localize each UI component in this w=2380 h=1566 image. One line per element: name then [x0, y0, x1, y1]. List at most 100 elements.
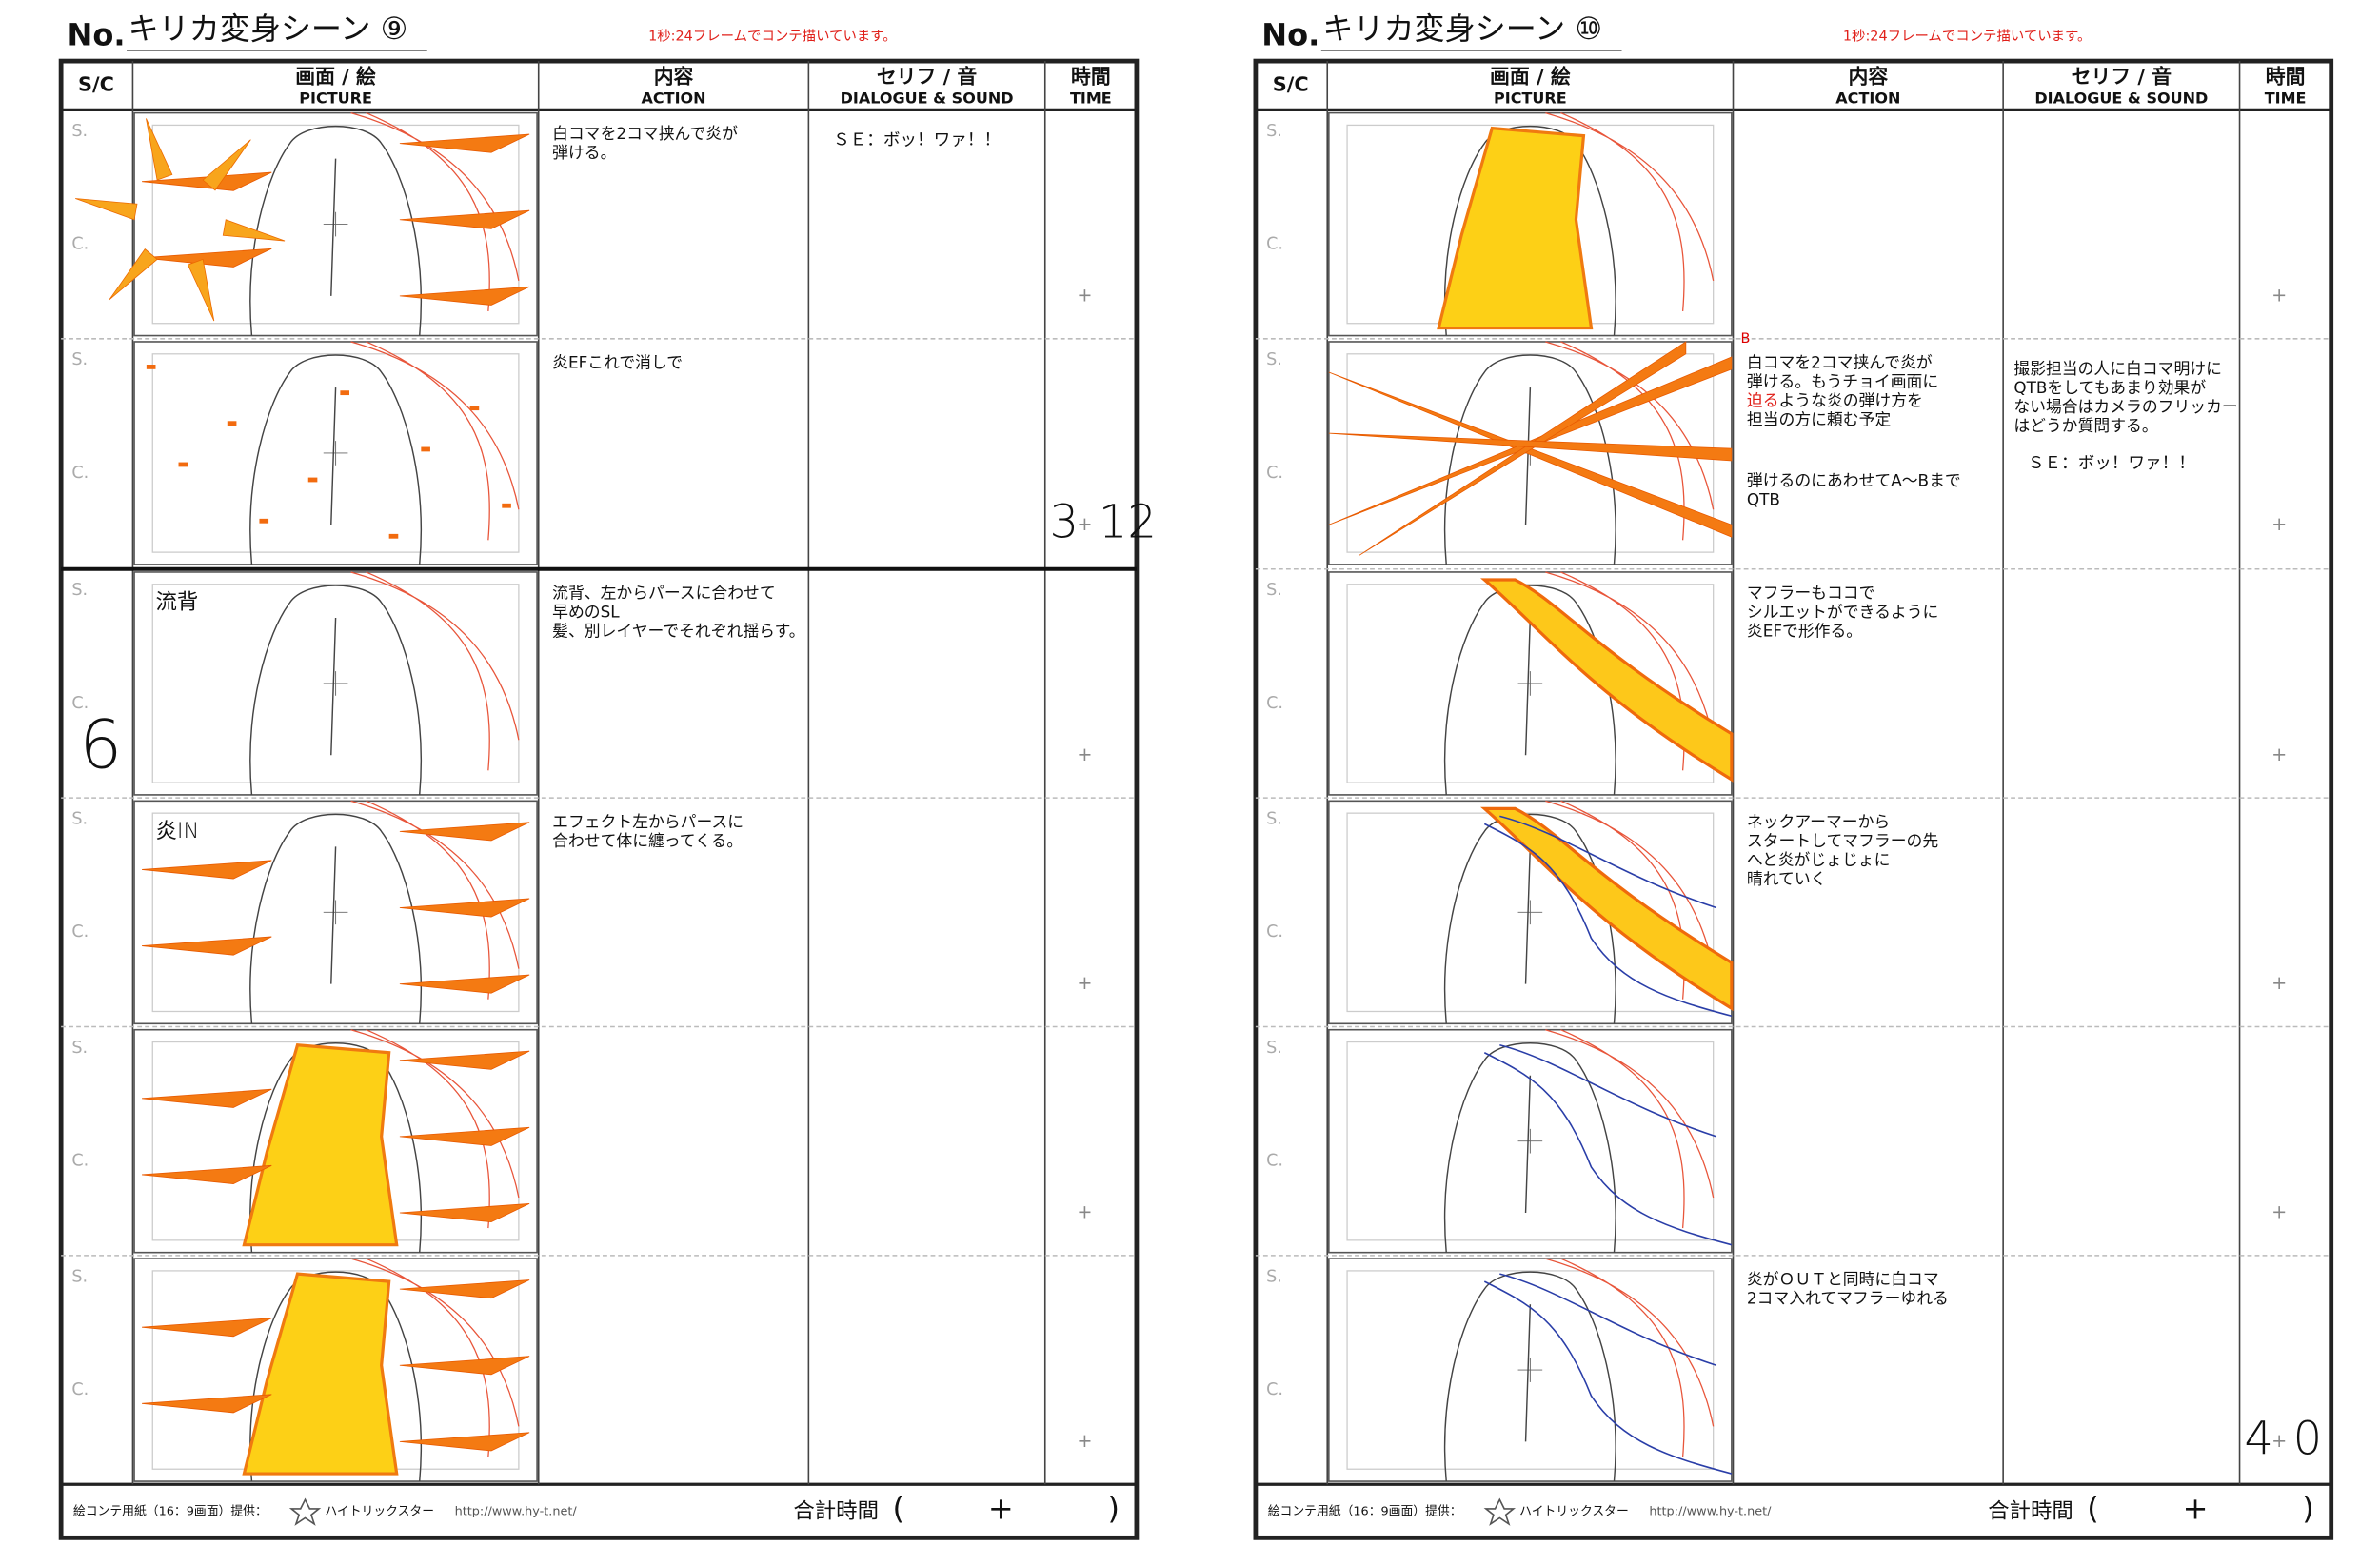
scene-label: S.	[1266, 350, 1282, 369]
dialogue-text: ＳＥ：ボッ！ワァ！！	[2028, 454, 2195, 473]
sheet-number: No.	[1261, 16, 1319, 52]
action-text: 晴れていく	[1747, 869, 1827, 888]
flame-streak	[399, 898, 530, 918]
flame-streak	[399, 209, 530, 229]
header-action-ja: 内容	[654, 66, 694, 89]
header-action-en: ACTION	[1835, 89, 1900, 108]
flame-fill	[242, 1272, 399, 1476]
sheet-border	[1253, 58, 2334, 1540]
flame-streak	[142, 248, 272, 268]
hair-lines	[1545, 111, 1715, 311]
flame-streak	[399, 1126, 530, 1146]
flame-burst	[202, 139, 251, 191]
hair-lines	[350, 1029, 520, 1229]
flame-streak	[399, 1356, 530, 1376]
flame-spark	[388, 533, 399, 539]
figure-sketch	[249, 354, 423, 565]
flame-spark	[307, 477, 318, 483]
action-text: 弾ける。	[552, 143, 616, 162]
action-text: スタートしてマフラーの先	[1747, 831, 1938, 850]
handwritten-seconds: 4	[2244, 1412, 2273, 1465]
time-plus: +	[1077, 1430, 1092, 1452]
flame-burst	[222, 219, 286, 242]
cut-label: C.	[1266, 1380, 1283, 1399]
time-plus: +	[2271, 284, 2287, 306]
action-text: 早めのSL	[552, 602, 620, 621]
flame-streak	[142, 1088, 272, 1108]
header-picture-ja: 画面 / 絵	[1490, 66, 1571, 89]
total-close: )	[1107, 1491, 1120, 1527]
cut-label: C.	[71, 1380, 89, 1399]
flame-streak	[142, 1394, 272, 1414]
flame-ribbon	[1480, 578, 1734, 783]
action-text-part: 迫る	[1747, 390, 1779, 409]
cut-label: C.	[1266, 694, 1283, 713]
scene-title: キリカ変身シーン ⑨	[129, 10, 408, 47]
action-text: マフラーもココで	[1747, 583, 1875, 602]
header-action-en: ACTION	[642, 89, 706, 108]
dialogue-text: はどうか質問する。	[2013, 416, 2157, 435]
time-plus: +	[2271, 972, 2287, 994]
action-text: 白コマを2コマ挟んで炎が	[1747, 352, 1933, 371]
time-plus: +	[1077, 743, 1092, 765]
scene-label: S.	[1266, 122, 1282, 141]
flame-slash	[1359, 341, 1687, 556]
total-time-label: 合計時間	[1988, 1499, 2073, 1524]
frame-rate-note: 1秒:24フレームでコンテ描いています。	[1843, 28, 2092, 44]
frame-rate-note: 1秒:24フレームでコンテ描いています。	[648, 28, 897, 44]
handwritten-frames: 0	[2293, 1412, 2323, 1465]
action-text: ネックアーマーから	[1747, 812, 1890, 831]
action-text: エフェクト左からパースに	[552, 812, 744, 831]
flame-spark	[502, 503, 511, 508]
flame-streak	[399, 1202, 530, 1223]
flame-streak	[142, 860, 272, 880]
handwritten-frames: 12	[1099, 495, 1157, 548]
figure-sketch	[249, 813, 423, 1024]
time-plus: +	[1077, 1201, 1092, 1223]
time-plus: +	[2271, 513, 2287, 535]
flame-slash	[1328, 432, 1733, 462]
footer-brand: ハイトリックスター	[1519, 1505, 1629, 1519]
header-picture-en: PICTURE	[1494, 89, 1567, 108]
cut-label: C.	[71, 922, 89, 942]
flame-spark	[146, 365, 156, 369]
safe-frame	[151, 584, 520, 783]
flame-streak	[399, 1279, 530, 1299]
total-plus: +	[988, 1491, 1014, 1527]
flame-streak	[399, 822, 530, 842]
header-dialogue-ja: セリフ / 音	[877, 66, 978, 89]
figure-sketch	[1443, 1271, 1616, 1482]
cut-label: C.	[71, 234, 89, 253]
flame-streak	[142, 1318, 272, 1338]
header-picture-ja: 画面 / 絵	[295, 66, 376, 89]
action-text: 炎EFこれで消しで	[552, 352, 683, 371]
safe-frame	[1346, 584, 1715, 783]
total-open: (	[893, 1491, 905, 1527]
cut-label: C.	[1266, 464, 1283, 483]
sheet-number: No.	[68, 16, 126, 52]
picture-annotation: 流背	[155, 590, 198, 615]
header-time-ja: 時間	[1071, 66, 1111, 89]
time-plus: +	[2271, 743, 2287, 765]
header-dialogue-ja: セリフ / 音	[2072, 66, 2172, 89]
footer-brand: ハイトリックスター	[325, 1505, 434, 1519]
flame-streak	[399, 1050, 530, 1070]
figure-sketch	[249, 585, 423, 795]
flame-burst	[109, 248, 158, 301]
picture-annotation: B	[1741, 331, 1751, 347]
flame-spark	[421, 446, 430, 452]
flame-streak	[142, 936, 272, 956]
safe-frame	[151, 812, 520, 1013]
storyboard-page: No. キリカ変身シーン ⑩ 1秒:24フレームでコンテ描いています。 S/C 画面 /…	[1253, 10, 2334, 1540]
action-text: シルエットができるように	[1747, 602, 1938, 621]
flame-fill	[1437, 126, 1594, 330]
action-text: 担当の方に頼む予定	[1747, 409, 1892, 428]
flame-streak	[399, 1432, 530, 1452]
cut-label: C.	[71, 464, 89, 483]
scene-label: S.	[71, 350, 88, 369]
cut-label: C.	[71, 1152, 89, 1171]
scene-label: S.	[71, 1039, 88, 1058]
flame-spark	[178, 462, 188, 467]
hair-lines	[350, 800, 520, 1000]
